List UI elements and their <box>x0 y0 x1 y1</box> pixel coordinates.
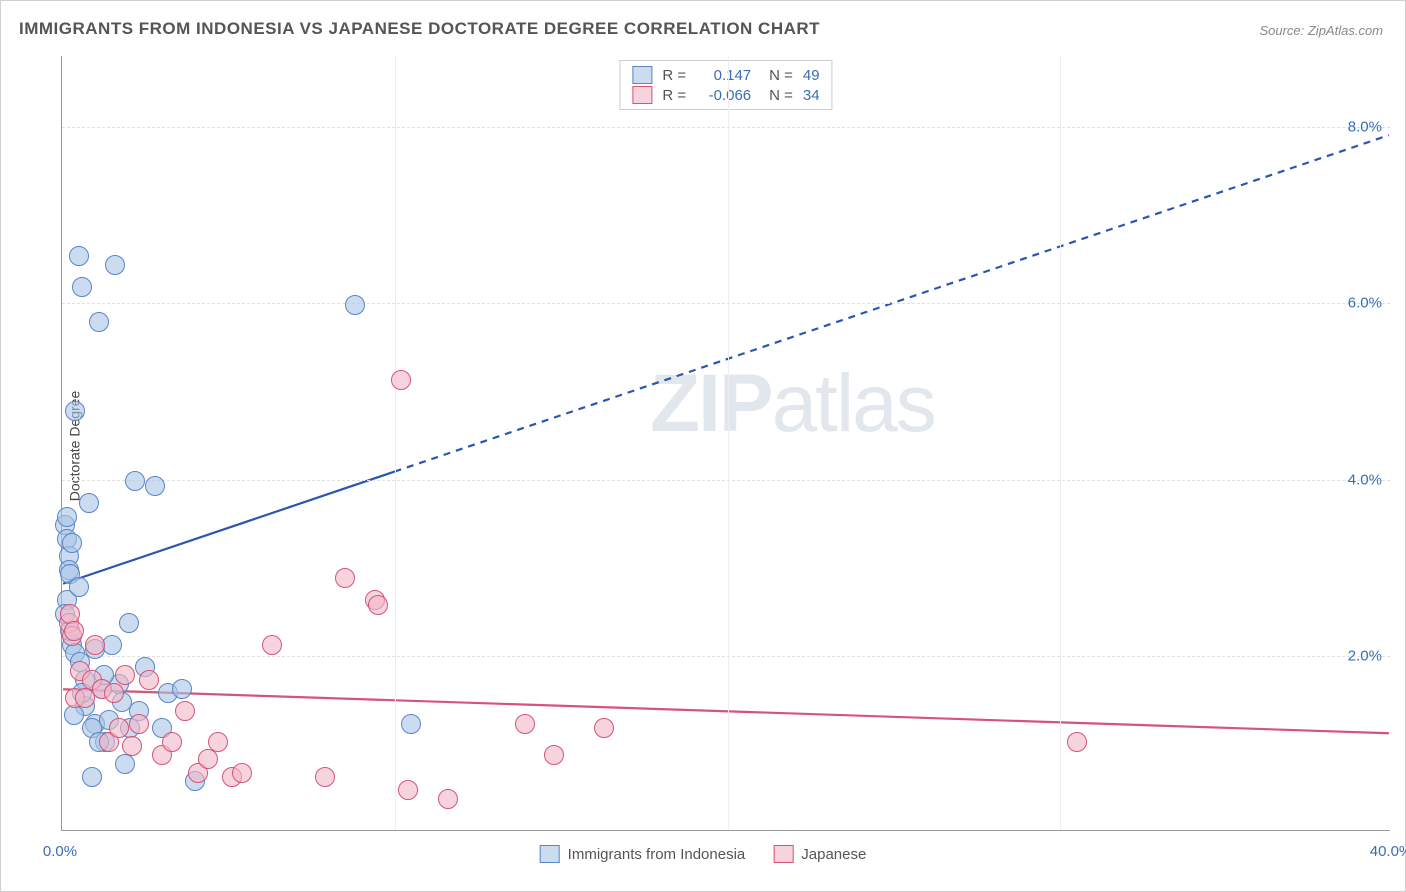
grid-line-v <box>728 56 729 830</box>
grid-line-v <box>1060 56 1061 830</box>
n-label: N = <box>769 87 793 104</box>
r-label: R = <box>662 67 686 84</box>
data-point <box>345 295 365 315</box>
data-point <box>1067 732 1087 752</box>
corr-legend-row: R = 0.147 N = 49 <box>630 65 821 85</box>
y-tick-label: 6.0% <box>1348 295 1382 312</box>
series-legend: Immigrants from Indonesia Japanese <box>540 845 867 863</box>
data-point <box>139 670 159 690</box>
r-label: R = <box>662 87 686 104</box>
data-point <box>85 635 105 655</box>
n-value: 34 <box>803 87 820 104</box>
data-point <box>72 277 92 297</box>
data-point <box>198 749 218 769</box>
data-point <box>315 767 335 787</box>
n-label: N = <box>769 67 793 84</box>
data-point <box>594 718 614 738</box>
data-point <box>104 683 124 703</box>
grid-line-h <box>62 480 1390 481</box>
data-point <box>64 621 84 641</box>
series-legend-item: Japanese <box>773 845 866 863</box>
data-point <box>208 732 228 752</box>
data-point <box>544 745 564 765</box>
source-label: Source: ZipAtlas.com <box>1259 23 1383 38</box>
correlation-legend: R = 0.147 N = 49 R = -0.066 N = 34 <box>619 60 832 110</box>
data-point <box>122 736 142 756</box>
data-point <box>262 635 282 655</box>
legend-swatch <box>632 66 652 84</box>
data-point <box>82 767 102 787</box>
y-tick-label: 2.0% <box>1348 648 1382 665</box>
data-point <box>69 246 89 266</box>
trend-lines-layer <box>62 56 1390 830</box>
y-tick-label: 8.0% <box>1348 118 1382 135</box>
n-value: 49 <box>803 67 820 84</box>
data-point <box>438 789 458 809</box>
r-value: -0.066 <box>696 87 751 104</box>
r-value: 0.147 <box>696 67 751 84</box>
data-point <box>398 780 418 800</box>
x-tick-label: 40.0% <box>1370 843 1406 860</box>
data-point <box>115 754 135 774</box>
legend-swatch <box>632 86 652 104</box>
data-point <box>64 705 84 725</box>
data-point <box>79 493 99 513</box>
chart-container: IMMIGRANTS FROM INDONESIA VS JAPANESE DO… <box>0 0 1406 892</box>
series-legend-item: Immigrants from Indonesia <box>540 845 746 863</box>
data-point <box>65 401 85 421</box>
data-point <box>105 255 125 275</box>
data-point <box>145 476 165 496</box>
data-point <box>515 714 535 734</box>
data-point <box>125 471 145 491</box>
data-point <box>109 718 129 738</box>
legend-swatch <box>773 845 793 863</box>
grid-line-h <box>62 127 1390 128</box>
data-point <box>115 665 135 685</box>
chart-title: IMMIGRANTS FROM INDONESIA VS JAPANESE DO… <box>19 19 820 39</box>
data-point <box>232 763 252 783</box>
data-point <box>62 533 82 553</box>
grid-line-v <box>395 56 396 830</box>
data-point <box>391 370 411 390</box>
legend-label: Japanese <box>801 846 866 863</box>
data-point <box>89 312 109 332</box>
watermark: ZIPatlas <box>650 357 935 451</box>
data-point <box>119 613 139 633</box>
data-point <box>162 732 182 752</box>
data-point <box>175 701 195 721</box>
plot-area: ZIPatlas R = 0.147 N = 49 R = -0.066 N = 34 2.0… <box>61 56 1390 831</box>
corr-legend-row: R = -0.066 N = 34 <box>630 85 821 105</box>
grid-line-h <box>62 656 1390 657</box>
x-tick-label: 0.0% <box>43 843 77 860</box>
legend-swatch <box>540 845 560 863</box>
data-point <box>57 507 77 527</box>
data-point <box>69 577 89 597</box>
legend-label: Immigrants from Indonesia <box>568 846 746 863</box>
y-tick-label: 4.0% <box>1348 471 1382 488</box>
data-point <box>401 714 421 734</box>
data-point <box>335 568 355 588</box>
grid-line-h <box>62 303 1390 304</box>
data-point <box>129 714 149 734</box>
data-point <box>172 679 192 699</box>
data-point <box>368 595 388 615</box>
